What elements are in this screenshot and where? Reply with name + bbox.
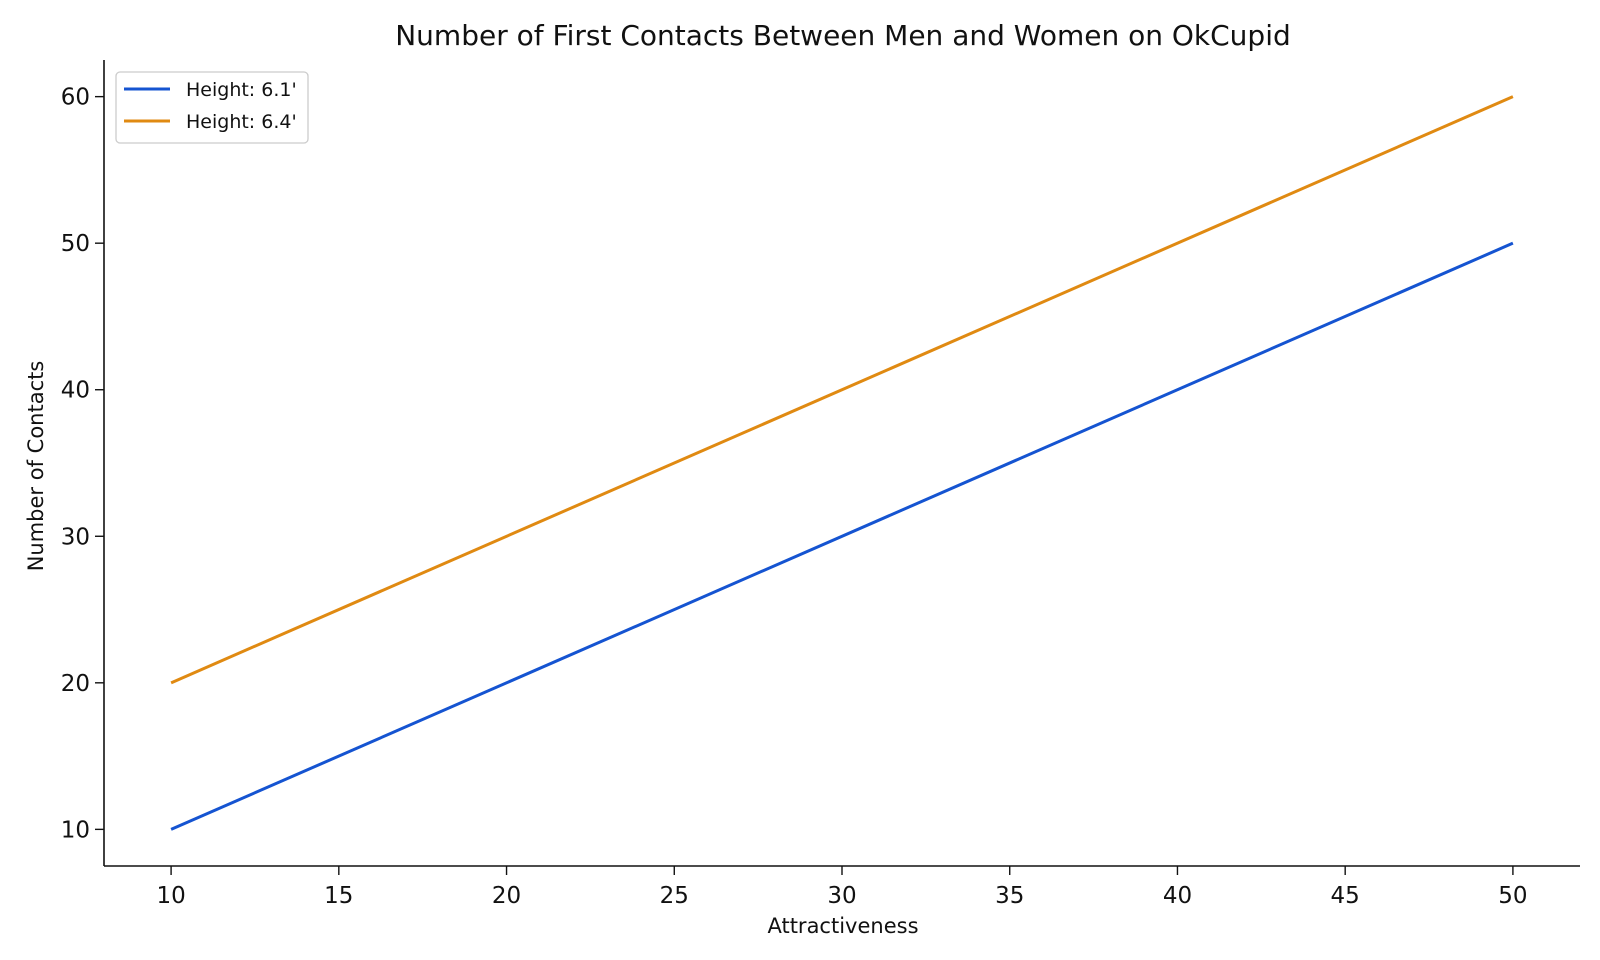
x-tick-label-0: 10 bbox=[156, 883, 185, 909]
y-tick-label-0: 10 bbox=[61, 817, 90, 843]
legend-label-series-2: Height: 6.4' bbox=[186, 111, 297, 133]
x-tick-label-3: 25 bbox=[660, 883, 689, 909]
series-line-2 bbox=[170, 95, 1514, 685]
x-tick-label-7: 45 bbox=[1331, 883, 1360, 909]
y-tick-label-5: 60 bbox=[61, 85, 90, 111]
y-ticks: 10 20 30 40 50 60 bbox=[61, 85, 104, 843]
chart-title: Number of First Contacts Between Men and… bbox=[395, 19, 1291, 52]
y-tick-label-2: 30 bbox=[61, 524, 90, 550]
y-tick-label-3: 40 bbox=[61, 378, 90, 404]
x-tick-label-8: 50 bbox=[1498, 883, 1527, 909]
y-axis-label: Number of Contacts bbox=[24, 361, 48, 572]
x-axis-label: Attractiveness bbox=[767, 914, 918, 938]
x-tick-label-1: 15 bbox=[324, 883, 353, 909]
x-tick-label-6: 40 bbox=[1163, 883, 1192, 909]
legend: Height: 6.1' Height: 6.4' bbox=[115, 71, 309, 144]
x-tick-label-5: 35 bbox=[995, 883, 1024, 909]
x-tick-label-4: 30 bbox=[827, 883, 856, 909]
legend-label-series-1: Height: 6.1' bbox=[186, 79, 297, 101]
y-tick-label-1: 20 bbox=[61, 671, 90, 697]
series-line-1 bbox=[170, 241, 1514, 831]
x-tick-label-2: 20 bbox=[492, 883, 521, 909]
axes: 10 15 20 25 30 35 40 45 50 10 20 30 40 50 60 bbox=[61, 60, 1580, 909]
x-ticks: 10 15 20 25 30 35 40 45 50 bbox=[156, 866, 1528, 909]
y-tick-label-4: 50 bbox=[61, 231, 90, 257]
series-lines bbox=[170, 95, 1514, 831]
